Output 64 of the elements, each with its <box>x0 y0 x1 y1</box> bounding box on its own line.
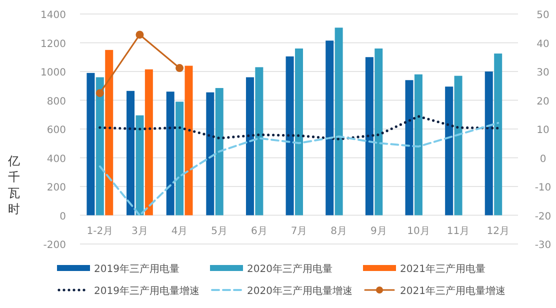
y-tick-label: 800 <box>46 96 66 108</box>
legend-label: 2020年三产用电量 <box>247 263 332 275</box>
y2-tick-label: -30 <box>534 240 552 251</box>
bar <box>246 77 254 216</box>
bar <box>445 86 454 216</box>
x-tick-label: 4月 <box>171 226 188 237</box>
bar <box>206 92 214 216</box>
bar <box>365 57 374 216</box>
bar <box>405 80 414 216</box>
y2-tick-label: 20 <box>536 96 550 108</box>
bar <box>144 69 153 216</box>
legend-label: 2020年三产用电量增速 <box>247 285 352 297</box>
bar <box>255 67 264 216</box>
legend-label: 2021年三产用电量增速 <box>400 285 506 297</box>
y-tick-label: 1000 <box>40 68 66 78</box>
y2-tick-label: 50 <box>536 10 550 21</box>
bar <box>374 48 383 216</box>
bar <box>105 50 114 216</box>
y-tick-label: -200 <box>43 240 66 251</box>
y-tick-label: 400 <box>46 154 66 165</box>
x-tick-label: 7月 <box>290 226 308 237</box>
y-tick-label: 0 <box>60 211 66 222</box>
x-tick-label: 5月 <box>211 226 228 237</box>
bar <box>176 102 184 216</box>
bar <box>126 90 135 216</box>
legend-label: 2019年三产用电量增速 <box>94 285 200 297</box>
point <box>176 64 184 72</box>
bar <box>86 72 95 216</box>
point <box>136 30 144 39</box>
y2-tick-label: 40 <box>536 38 550 50</box>
point <box>96 89 104 98</box>
x-tick-label: 9月 <box>370 226 387 237</box>
x-tick-label: 10月 <box>407 226 430 237</box>
y-tick-label: 600 <box>46 125 66 136</box>
x-tick-label: 3月 <box>132 226 148 237</box>
x-tick-label: 12月 <box>486 226 510 237</box>
y2-tick-label: 30 <box>536 68 550 78</box>
y-tick-label: 1200 <box>40 38 66 50</box>
x-tick-label: 11月 <box>446 226 470 237</box>
bar <box>484 72 493 216</box>
bar <box>166 92 174 216</box>
bar <box>454 76 462 216</box>
bar <box>96 77 104 216</box>
bar <box>326 40 334 216</box>
bar <box>334 28 343 216</box>
bar <box>414 74 422 216</box>
y-tick-label: 200 <box>46 182 66 194</box>
bar <box>184 66 193 216</box>
y-tick-label: 1400 <box>40 10 66 21</box>
bar <box>494 54 502 216</box>
y2-tick-label: -20 <box>534 211 552 222</box>
y-axis-title: 亿千瓦时 <box>7 154 20 216</box>
y2-tick-label: -10 <box>534 182 552 194</box>
legend-label: 2019年三产用电量 <box>94 263 180 275</box>
y2-tick-label: 0 <box>540 154 546 165</box>
y2-tick-label: 10 <box>536 125 550 136</box>
x-tick-label: 1-2月 <box>86 226 114 237</box>
legend-label: 2021年三产用电量 <box>400 263 486 275</box>
bar <box>286 56 294 216</box>
bar <box>215 88 224 216</box>
x-tick-label: 6月 <box>250 226 268 237</box>
bar <box>136 115 144 216</box>
x-tick-label: 8月 <box>330 226 348 237</box>
bar <box>295 48 303 216</box>
